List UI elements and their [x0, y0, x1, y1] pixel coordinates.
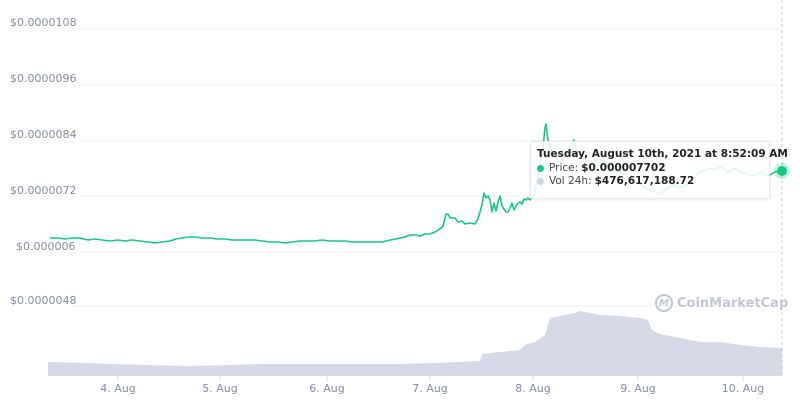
y-axis-label: $0.0000084 [10, 128, 77, 141]
chart-tooltip: Tuesday, August 10th, 2021 at 8:52:09 AM… [530, 141, 788, 199]
y-axis-label: $0.0000096 [10, 72, 77, 85]
coinmarketcap-watermark: M CoinMarketCap [655, 294, 788, 312]
x-axis-label: 5. Aug [202, 382, 238, 395]
tooltip-volume-value: $476,617,188.72 [594, 175, 695, 187]
x-axis-label: 8. Aug [515, 382, 551, 395]
tooltip-volume-label: Vol 24h: [549, 175, 592, 187]
y-axis-label: $0.0000048 [10, 294, 77, 307]
tooltip-timestamp: Tuesday, August 10th, 2021 at 8:52:09 AM [537, 148, 788, 160]
y-axis-label: $0.000006 [16, 240, 76, 253]
gridlines [72, 28, 782, 307]
tooltip-price-row: Price: $0.000007702 [537, 162, 769, 175]
price-series-dot-icon [537, 165, 544, 172]
x-axis-label: 7. Aug [412, 382, 448, 395]
y-axis-label: $0.0000108 [10, 16, 77, 29]
x-axis-label: 6. Aug [309, 382, 345, 395]
x-ticks [117, 376, 744, 381]
tooltip-price-value: $0.000007702 [581, 162, 666, 174]
x-axis-label: 9. Aug [620, 382, 656, 395]
watermark-text: CoinMarketCap [677, 295, 789, 311]
coinmarketcap-logo-icon: M [655, 294, 673, 312]
y-axis-label: $0.0000072 [10, 184, 77, 197]
x-axis-label: 10. Aug [721, 382, 765, 395]
x-axis-label: 4. Aug [100, 382, 136, 395]
volume-series-dot-icon [537, 178, 544, 185]
tooltip-volume-row: Vol 24h: $476,617,188.72 [537, 175, 769, 188]
hover-point[interactable] [777, 166, 787, 176]
tooltip-price-label: Price: [549, 162, 579, 174]
volume-area [48, 311, 782, 376]
